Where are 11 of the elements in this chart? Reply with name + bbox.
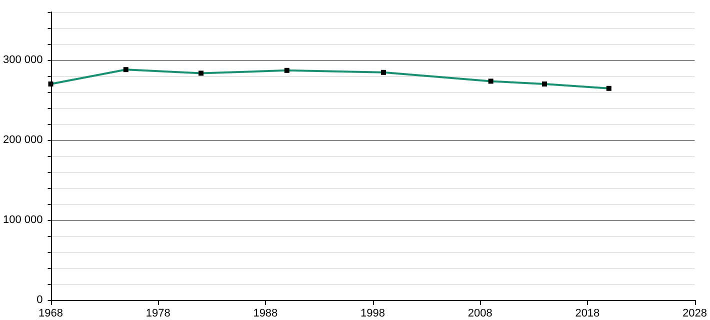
x-tick-label: 1988 [253,308,278,320]
x-tick-label: 1998 [360,308,386,320]
x-tick-label: 2028 [682,308,708,320]
x-tick-label: 1978 [146,308,170,320]
y-tick-label: 200 000 [2,134,43,146]
y-tick-label: 0 [36,294,43,306]
x-tick-label: 2008 [468,308,492,320]
x-tick-label: 1968 [38,308,64,320]
y-tick-label: 100 000 [2,214,43,226]
x-tick-label: 2018 [575,308,600,320]
y-tick-label: 300 000 [2,54,43,66]
